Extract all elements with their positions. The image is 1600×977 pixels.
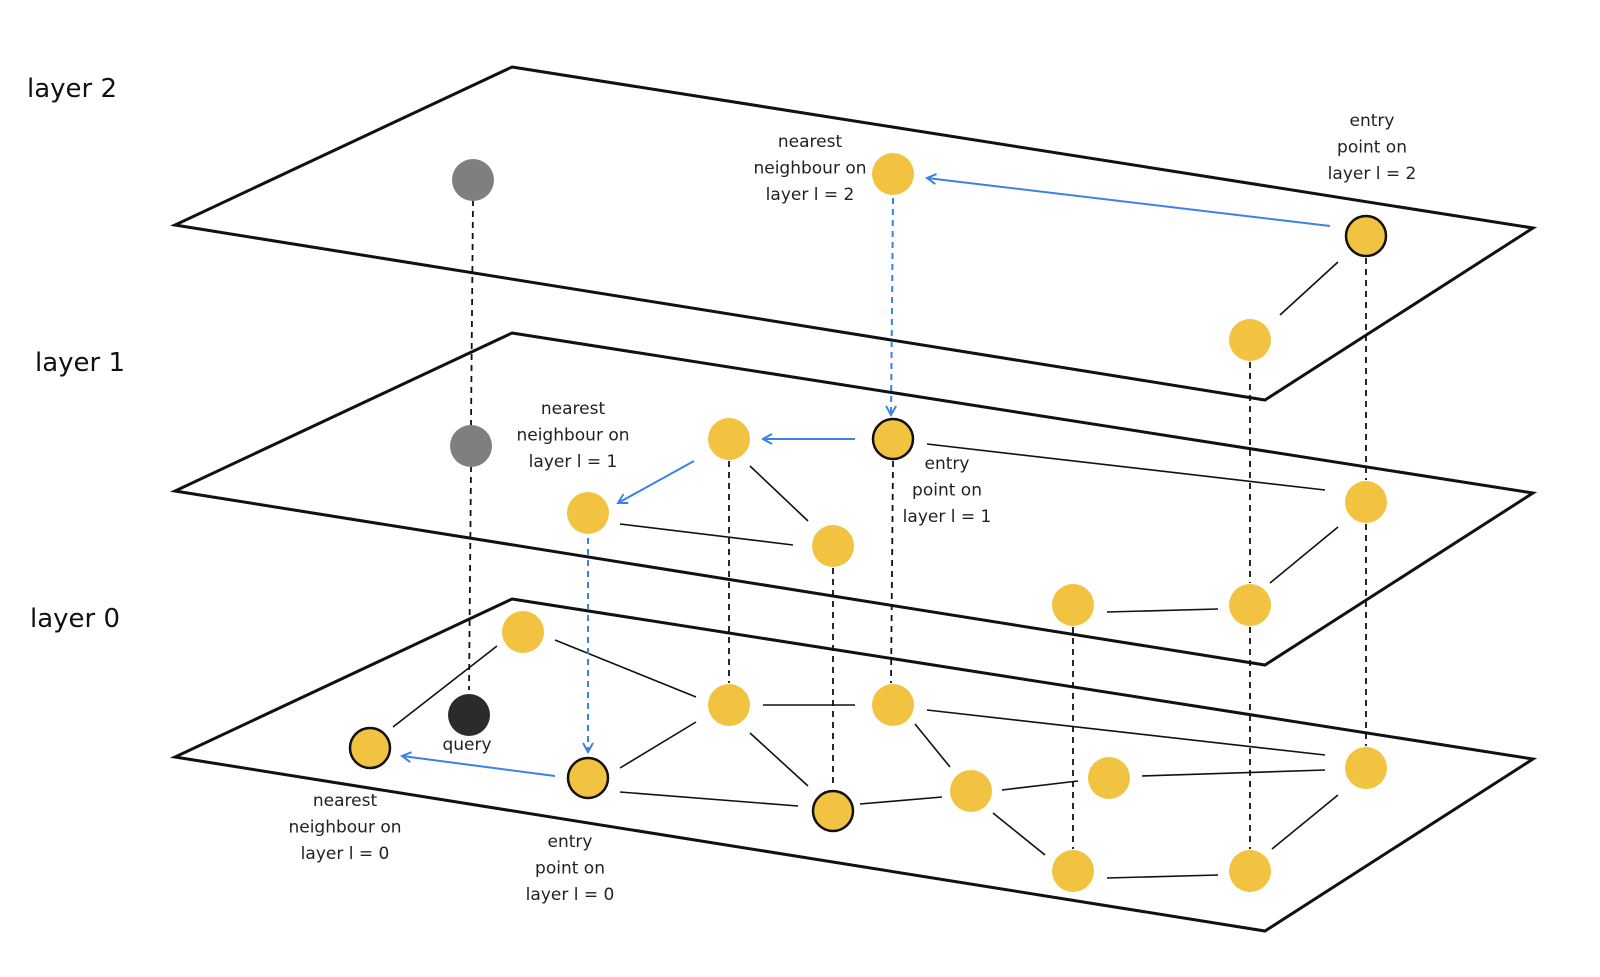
annotation-line: layer l = 0 (301, 844, 390, 864)
layer-label: layer 0 (30, 604, 120, 634)
plane (169, 331, 1538, 667)
layer-label: layer 2 (27, 74, 117, 104)
annotation-line: entry (548, 832, 593, 852)
nodes (348, 153, 1388, 892)
annotation-line: neighbour on (753, 159, 866, 179)
annotation-line: layer l = 0 (526, 885, 615, 905)
plane (169, 597, 1538, 933)
vertical-links (468, 197, 1367, 849)
annotation-line: layer l = 2 (1328, 164, 1417, 184)
annotation-line: layer l = 1 (903, 507, 992, 527)
annotation-line: layer l = 1 (529, 452, 618, 472)
annotation-line: nearest (313, 791, 378, 811)
query-label: query (442, 735, 491, 755)
annotation-line: neighbour on (516, 426, 629, 446)
annotation-line: neighbour on (288, 818, 401, 838)
annotations: nearest neighbour on layer l = 2 entry point… (288, 111, 1416, 905)
search-arrows (402, 178, 1331, 777)
annotation-line: layer l = 2 (766, 185, 855, 205)
annotation-line: entry (925, 454, 970, 474)
annotation-line: nearest (778, 132, 843, 152)
annotation-line: nearest (541, 399, 606, 419)
annotation-line: entry (1350, 111, 1395, 131)
edges (392, 261, 1339, 879)
annotation-line: point on (1337, 138, 1407, 158)
layer-label: layer 1 (35, 348, 125, 378)
annotation-line: point on (912, 481, 982, 501)
plane (169, 65, 1538, 402)
annotation-line: point on (535, 859, 605, 879)
